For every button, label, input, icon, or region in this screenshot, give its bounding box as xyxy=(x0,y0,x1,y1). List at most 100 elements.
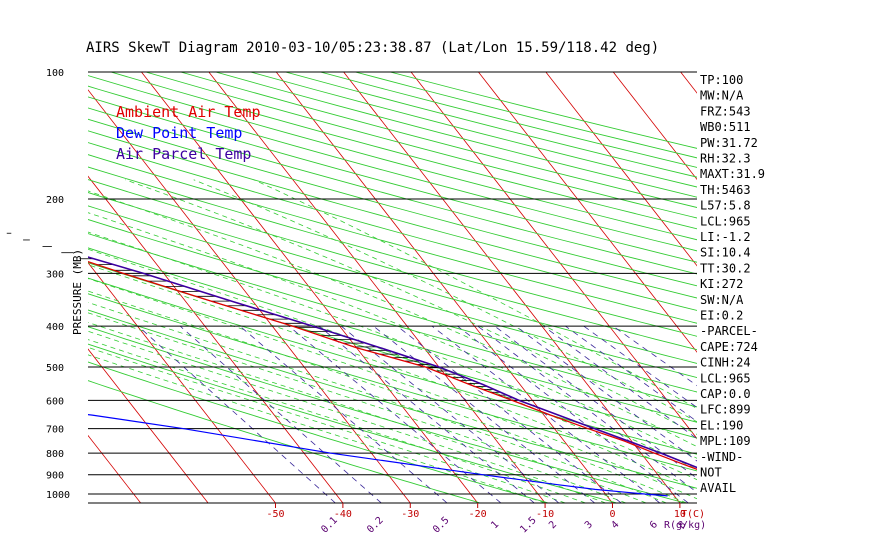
dry-adiabat-line xyxy=(250,72,697,188)
dry-adiabat-line xyxy=(320,72,697,168)
dry-adiabat-line xyxy=(88,130,697,299)
dry-adiabat-line xyxy=(88,380,481,503)
dry-adiabat-line xyxy=(88,85,697,252)
dry-adiabat-line xyxy=(88,219,697,393)
moist-adiabat-line xyxy=(88,264,697,490)
index-entry: SW:N/A xyxy=(700,293,744,307)
index-entry: WB0:511 xyxy=(700,120,751,134)
moist-adiabat-line xyxy=(88,321,627,503)
index-entry: MAXT:31.9 xyxy=(700,167,765,181)
bottom-temp-tick-label: 10 xyxy=(674,509,686,520)
mixing-ratio-tick-label: 3 xyxy=(583,519,595,531)
index-entry: CAP:0.0 xyxy=(700,387,751,401)
ambient-temp-line xyxy=(88,260,697,470)
dry-adiabat-line xyxy=(88,205,697,379)
dry-adiabat-line xyxy=(88,107,697,275)
index-entry: EL:190 xyxy=(700,418,743,432)
mixing-ratio-line xyxy=(318,325,535,503)
mixing-ratio-tick-label: 4 xyxy=(609,519,621,531)
mixing-ratio-tick-label: 2 xyxy=(547,519,559,531)
moist-adiabat-line xyxy=(88,212,697,459)
legend-entry: Air Parcel Temp xyxy=(116,145,251,163)
index-entry: CINH:24 xyxy=(700,356,751,370)
moist-adiabat-line xyxy=(88,301,667,503)
mixing-ratio-line xyxy=(565,325,697,423)
pressure-tick-label: 1000 xyxy=(46,490,70,501)
mixing-ratio-line xyxy=(515,325,697,462)
moist-adiabat-line xyxy=(88,339,586,503)
index-entry: PW:31.72 xyxy=(700,136,758,150)
mixing-ratio-tick-label: 0.5 xyxy=(431,515,452,536)
pressure-tick-label: 900 xyxy=(46,471,64,482)
pressure-tick-label: 200 xyxy=(46,195,64,206)
dry-adiabat-line xyxy=(88,247,697,423)
index-entry: NOT xyxy=(700,466,722,480)
mixing-ratio-tick-label: 6 xyxy=(648,519,660,531)
moist-adiabat-line xyxy=(88,278,697,500)
index-entry: LCL:965 xyxy=(700,214,751,228)
dry-adiabat-line xyxy=(88,343,617,503)
dry-adiabat-line xyxy=(88,142,697,311)
mixing-ratio-line xyxy=(494,325,697,479)
index-entry: TT:30.2 xyxy=(700,261,751,275)
moist-adiabat-line xyxy=(88,330,606,503)
parcel-temp-line xyxy=(88,256,697,469)
isotherm-line xyxy=(0,72,6,503)
dry-adiabat-line xyxy=(88,154,697,324)
dry-adiabat-line xyxy=(88,361,549,503)
grid-lines xyxy=(0,71,697,504)
bottom-temp-tick-label: -40 xyxy=(334,509,352,520)
mixing-ratio-line xyxy=(340,325,560,503)
moist-adiabat-line xyxy=(88,346,566,503)
pressure-tick-label: 100 xyxy=(46,68,64,79)
mixing-ratio-line xyxy=(397,325,622,503)
isotherm-line xyxy=(545,72,697,267)
isotherm-line xyxy=(88,348,209,503)
y-axis-label: PRESSURE (MB) xyxy=(71,249,84,335)
pressure-tick-label: 400 xyxy=(46,322,64,333)
mixing-ratio-label: R(g/kg) xyxy=(664,520,706,531)
mixing-ratio-line xyxy=(612,325,697,387)
index-entry: L57:5.8 xyxy=(700,199,751,213)
chart-title: AIRS SkewT Diagram 2010-03-10/05:23:38.8… xyxy=(86,40,659,56)
mixing-ratio-tick-label: 0.2 xyxy=(365,515,386,536)
index-entry: -PARCEL- xyxy=(700,324,758,338)
legend: Ambient Air Temp Dew Point Temp Air Parcel… xyxy=(116,103,261,163)
dry-adiabat-line xyxy=(88,179,697,351)
pressure-tick-label: 700 xyxy=(46,425,64,436)
index-entry: TH:5463 xyxy=(700,183,751,197)
dry-adiabat-line xyxy=(88,326,686,503)
mixing-ratio-line xyxy=(477,325,697,493)
dry-adiabat-line xyxy=(88,293,697,472)
index-entry: MW:N/A xyxy=(700,89,744,103)
dry-adiabat-line xyxy=(88,166,697,337)
isotherm-line xyxy=(275,72,613,503)
index-entry: EI:0.2 xyxy=(700,309,743,323)
isotherm-line xyxy=(343,72,681,503)
dewpoint-line xyxy=(88,414,668,497)
moist-adiabat-line xyxy=(88,354,546,503)
legend-entry: Ambient Air Temp xyxy=(116,103,261,121)
dry-adiabat-line xyxy=(355,72,697,159)
dry-adiabat-line xyxy=(88,192,697,364)
dry-adiabat-line xyxy=(88,309,697,489)
dry-adiabat-line xyxy=(88,277,697,455)
x-axis-label: T(C) xyxy=(681,509,705,520)
mixing-ratio-line xyxy=(457,325,689,503)
moist-adiabat-line xyxy=(88,248,697,481)
isotherm-line xyxy=(478,72,697,353)
isotherm-line xyxy=(88,262,276,503)
moist-adiabat-line xyxy=(193,179,697,423)
moist-adiabat-line xyxy=(253,179,697,409)
index-entry: SI:10.4 xyxy=(700,246,751,260)
index-entry: KI:272 xyxy=(700,277,743,291)
index-entry: RH:32.3 xyxy=(700,152,751,166)
mixing-ratio-tick-label: 1 xyxy=(489,519,501,531)
series-lines xyxy=(88,256,697,497)
dry-adiabat-line xyxy=(88,118,697,287)
dry-adiabat-line xyxy=(180,72,697,208)
index-entry: LFC:899 xyxy=(700,403,751,417)
isotherm-line xyxy=(88,175,344,503)
